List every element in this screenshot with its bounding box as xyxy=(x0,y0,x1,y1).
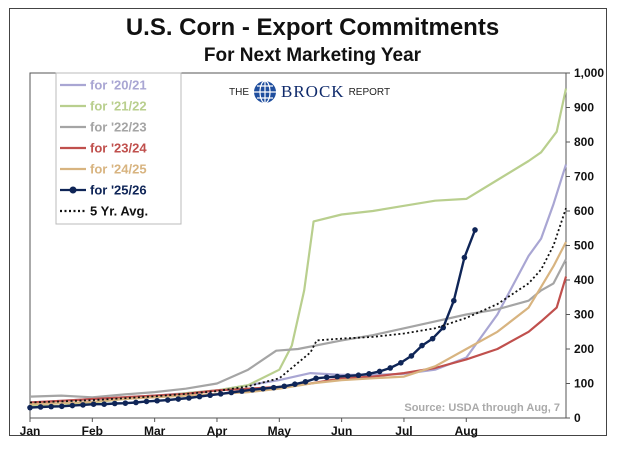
logo-main-text: BROCK xyxy=(281,82,345,101)
y-tick-label: 900 xyxy=(574,101,594,115)
chart-subtitle: For Next Marketing Year xyxy=(203,45,422,66)
series-point-5 xyxy=(408,353,415,359)
series-point-5 xyxy=(69,402,76,409)
series-line-6 xyxy=(29,207,567,404)
series-point-5 xyxy=(461,254,468,261)
x-tick-label: Jan xyxy=(20,424,41,438)
series-point-5 xyxy=(90,401,97,408)
x-tick-label: Jun xyxy=(331,424,352,438)
series-point-5 xyxy=(429,335,436,342)
series-line-2 xyxy=(29,258,567,399)
legend-label-2: for '22/23 xyxy=(90,120,147,135)
series-point-5 xyxy=(154,397,160,404)
legend-label-5: for '25/26 xyxy=(90,183,147,198)
logo-post-text: REPORT xyxy=(348,86,391,98)
series-point-5 xyxy=(101,401,107,408)
series-point-5 xyxy=(345,373,351,379)
series-point-5 xyxy=(239,388,245,394)
y-tick-label: 500 xyxy=(574,239,594,253)
series-point-5 xyxy=(366,371,372,377)
legend-label-6: 5 Yr. Avg. xyxy=(90,204,148,219)
x-tick-label: Mar xyxy=(144,424,166,438)
series-point-5 xyxy=(451,297,457,304)
series-point-5 xyxy=(164,397,171,403)
y-tick-label: 300 xyxy=(574,308,594,322)
y-tick-label: 400 xyxy=(574,273,594,287)
series-point-5 xyxy=(440,324,447,331)
y-tick-label: 200 xyxy=(574,342,594,356)
series-point-5 xyxy=(228,389,235,396)
series-point-5 xyxy=(186,395,192,401)
series-point-5 xyxy=(398,360,404,366)
series-point-5 xyxy=(355,372,362,379)
series-point-5 xyxy=(175,396,182,402)
series-point-5 xyxy=(292,381,298,387)
series-point-5 xyxy=(313,375,319,382)
y-tick-label: 0 xyxy=(574,411,581,425)
globe-icon xyxy=(254,80,276,104)
y-tick-label: 800 xyxy=(574,135,594,149)
source-note: Source: USDA through Aug, 7 xyxy=(404,402,560,414)
x-tick-label: May xyxy=(268,424,292,438)
series-point-5 xyxy=(37,404,44,410)
series-point-5 xyxy=(48,403,54,410)
legend-label-0: for '20/21 xyxy=(90,78,147,93)
series-point-5 xyxy=(472,227,478,233)
series-point-5 xyxy=(419,342,425,349)
series-point-5 xyxy=(281,383,288,390)
series-point-5 xyxy=(27,404,33,411)
series-point-5 xyxy=(58,403,65,410)
series-point-5 xyxy=(217,391,224,397)
series-point-5 xyxy=(249,386,256,393)
legend-marker-5 xyxy=(69,186,77,194)
y-tick-label: 100 xyxy=(574,377,594,391)
series-point-5 xyxy=(387,365,394,371)
x-tick-label: Feb xyxy=(82,424,103,438)
series-line-5 xyxy=(29,229,477,409)
series-point-5 xyxy=(323,374,330,381)
series-point-5 xyxy=(260,385,266,392)
series-point-5 xyxy=(334,373,341,380)
chart-title: U.S. Corn - Export Commitments xyxy=(125,14,500,41)
x-tick-label: Apr xyxy=(207,424,228,438)
brock-report-logo: THE BROCK REPORT xyxy=(229,78,390,106)
series-point-5 xyxy=(133,399,139,406)
series-point-5 xyxy=(143,398,150,405)
legend-label-1: for '21/22 xyxy=(90,99,147,114)
x-tick-label: Jul xyxy=(395,424,412,438)
series-point-5 xyxy=(122,400,129,406)
series-point-5 xyxy=(207,392,213,399)
x-tick-label: Aug xyxy=(455,424,478,438)
series-point-5 xyxy=(80,402,86,408)
series-point-5 xyxy=(270,384,277,391)
y-tick-label: 700 xyxy=(574,170,594,184)
legend-label-4: for '24/25 xyxy=(90,162,147,177)
logo-pre-text: THE xyxy=(229,86,249,98)
series-point-5 xyxy=(376,368,383,375)
series-point-5 xyxy=(302,378,309,385)
series-point-5 xyxy=(196,393,203,400)
y-tick-label: 600 xyxy=(574,204,594,218)
legend-label-3: for '23/24 xyxy=(90,141,147,156)
series-line-4 xyxy=(29,241,567,406)
series-point-5 xyxy=(111,400,118,407)
y-tick-label: 1,000 xyxy=(574,66,604,80)
